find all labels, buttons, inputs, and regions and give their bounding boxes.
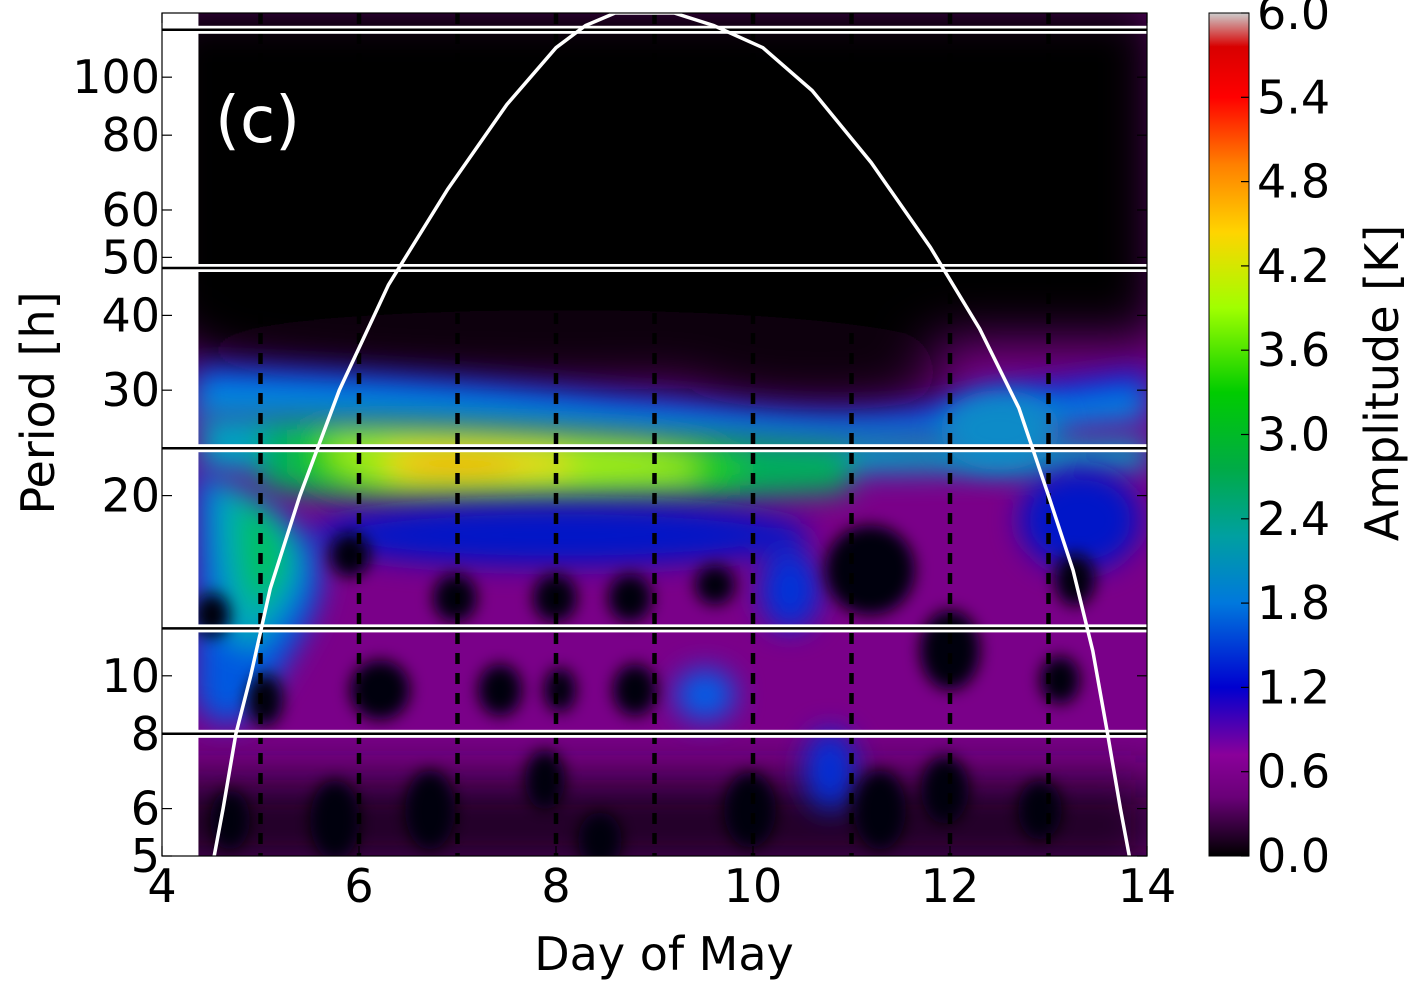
colorbar-tick-label: 4.2 [1257, 239, 1330, 293]
panel-label: (c) [215, 84, 300, 158]
y-tick-label: 20 [101, 469, 160, 523]
heatmap-field [162, 13, 1147, 856]
x-tick-label: 10 [724, 859, 783, 913]
y-tick-label: 50 [101, 230, 160, 284]
mid-period-left-region [195, 390, 1140, 810]
y-tick-label: 40 [101, 288, 160, 342]
y-tick-label: 6 [131, 782, 160, 836]
day-marker-lines [258, 13, 1051, 856]
x-tick-label: 8 [541, 859, 570, 913]
data-start-gap [162, 13, 199, 856]
x-tick-label: 4 [147, 859, 176, 913]
blue-band-30h [195, 365, 1147, 444]
colorbar-tick-label: 0.6 [1257, 745, 1330, 799]
x-tick-label: 6 [344, 859, 373, 913]
colorbar: 0.0 0.6 1.2 1.8 2.4 3.0 3.6 4.2 4.8 5.4 6.0 Amplit… [1208, 0, 1409, 883]
colorbar-label: Amplitude [K] [1355, 225, 1409, 541]
low-amplitude-blobs [194, 525, 1095, 856]
plot-frame [161, 12, 1148, 857]
y-tick-label: 8 [131, 707, 160, 761]
x-tick-label: 12 [921, 859, 980, 913]
x-axis-ticks: 4 6 8 10 12 14 [147, 13, 1176, 913]
colorbar-tick-label: 5.4 [1257, 70, 1330, 124]
cone-of-influence [212, 13, 1132, 856]
colorbar-tick-label: 6.0 [1257, 0, 1330, 40]
colorbar-tick-label: 4.8 [1257, 155, 1330, 209]
colorbar-ticks: 0.0 0.6 1.2 1.8 2.4 3.0 3.6 4.2 4.8 5.4 6.0 [1241, 0, 1330, 883]
colorbar-tick-label: 1.8 [1257, 576, 1330, 630]
y-tick-label: 80 [101, 108, 160, 162]
colorbar-tick-label: 0.0 [1257, 829, 1330, 883]
colorbar-tick-label: 2.4 [1257, 492, 1330, 546]
period-band-boundaries [162, 25, 1147, 738]
y-tick-label: 60 [101, 183, 160, 237]
colorbar-tick-label: 1.2 [1257, 660, 1330, 714]
y-axis-label: Period [h] [11, 291, 65, 514]
colorbar-tick-label: 3.6 [1257, 323, 1330, 377]
y-tick-label: 5 [131, 829, 160, 883]
x-tick-label: 14 [1118, 859, 1177, 913]
colorbar-tick-label: 3.0 [1257, 408, 1330, 462]
y-tick-label: 30 [101, 363, 160, 417]
y-tick-label: 100 [72, 50, 160, 104]
y-tick-label: 10 [101, 649, 160, 703]
x-axis-label: Day of May [534, 927, 794, 981]
